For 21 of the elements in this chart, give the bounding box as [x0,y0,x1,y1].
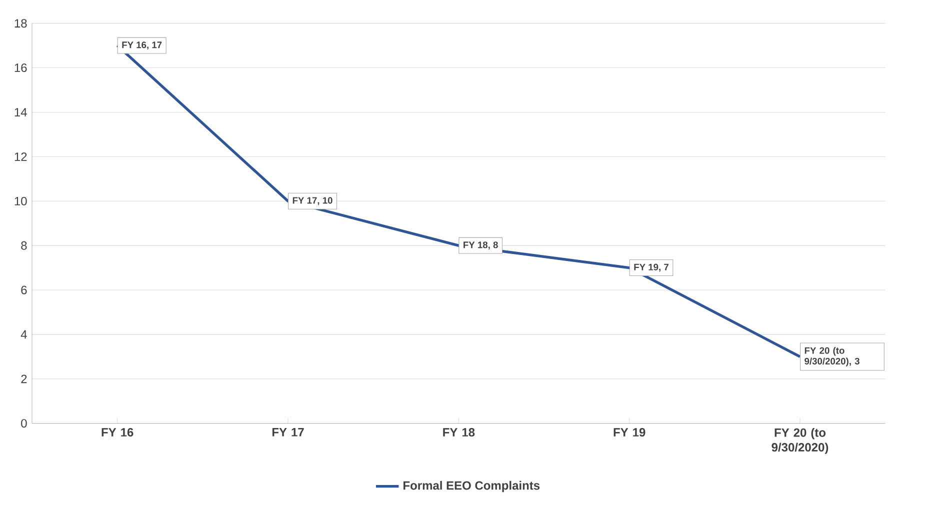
data-label: FY 18, 8 [464,242,498,250]
x-tick-label: FY 18 [443,428,475,437]
y-tick-label: 16 [14,64,27,72]
legend-label: Formal EEO Complaints [404,480,540,492]
data-label: FY 19, 7 [634,264,668,272]
y-tick-label: 6 [21,286,27,294]
x-tick-label: FY 17 [272,428,304,436]
y-tick-label: 10 [14,196,27,206]
x-tick-label: FY 20 (to 9/30/2020) [772,428,828,454]
y-tick-label: 14 [14,108,27,116]
y-tick-label: 8 [21,241,27,250]
x-tick-label: FY 16 [102,428,134,437]
y-tick-label: 12 [14,152,27,161]
data-label: FY 20 (to 9/30/2020), 3 [804,346,860,366]
y-tick-label: 4 [20,330,27,339]
y-tick-label: 2 [21,374,27,384]
data-label: FY 16, 17 [122,42,162,50]
y-tick-label: 0 [21,419,27,428]
x-tick-label: FY 19 [614,428,646,437]
data-label: FY 17, 10 [292,197,332,206]
y-tick-label: 18 [14,19,27,28]
